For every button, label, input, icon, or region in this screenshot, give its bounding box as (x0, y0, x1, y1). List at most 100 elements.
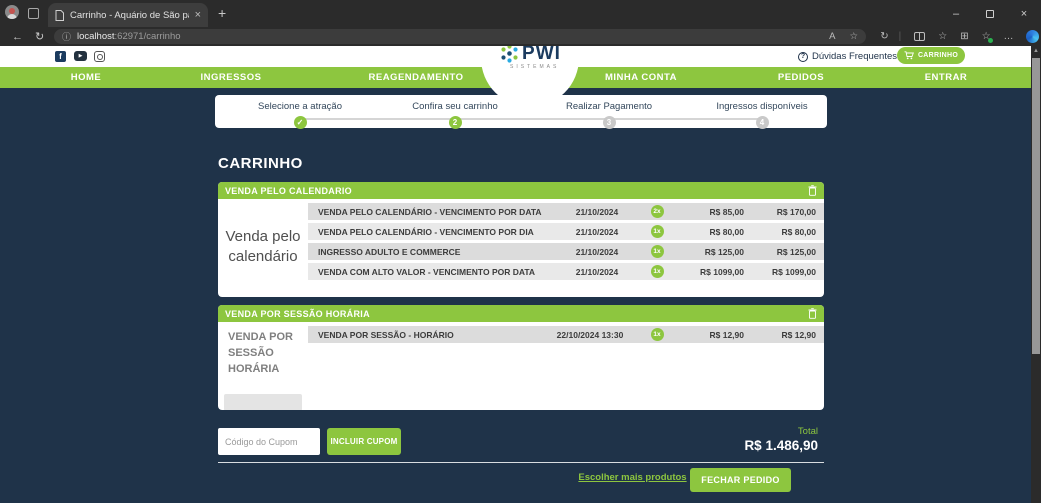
cart-button[interactable]: CARRINHO (897, 47, 965, 64)
copilot-icon[interactable] (1025, 30, 1039, 43)
step-label: Ingressos disponíveis (716, 101, 808, 112)
step-label: Confira seu carrinho (412, 101, 498, 112)
section-title: VENDA PELO CALENDARIO (225, 185, 352, 196)
item-unit-price: R$ 80,00 (709, 226, 745, 237)
section-title: VENDA POR SESSÃO HORÁRIA (225, 308, 370, 319)
qty-badge: 1x (650, 265, 664, 278)
cart-row: VENDA PELO CALENDÁRIO - VENCIMENTO POR D… (308, 203, 824, 220)
url-path: :62971/carrinho (114, 31, 181, 42)
item-date: 21/10/2024 (575, 226, 619, 237)
cart-row: VENDA POR SESSÃO - HORÁRIO 22/10/2024 13… (308, 326, 824, 343)
workspaces-icon[interactable] (28, 8, 39, 19)
step-confira-carrinho: Confira seu carrinho 2 (385, 95, 525, 129)
new-tab-button[interactable]: + (218, 5, 227, 21)
item-unit-price: R$ 85,00 (709, 206, 745, 217)
choose-more-products-link[interactable]: Escolher mais produtos (578, 472, 687, 483)
tab-close-icon[interactable]: × (194, 8, 201, 21)
coupon-input[interactable] (218, 428, 320, 455)
item-name: VENDA COM ALTO VALOR - VENCIMENTO POR DA… (318, 266, 536, 277)
browser-tab[interactable]: Carrinho - Aquário de São paulo × (48, 3, 208, 27)
facebook-icon[interactable]: f (55, 51, 66, 62)
refresh-icon[interactable]: ↻ (35, 31, 45, 43)
scroll-up-icon[interactable]: ▲ (1033, 48, 1039, 54)
item-total-price: R$ 12,90 (781, 329, 817, 340)
step-selecione-atracao: Selecione a atração ✓ (230, 95, 370, 129)
pwi-dots-icon (501, 44, 518, 63)
item-total-price: R$ 170,00 (776, 206, 816, 217)
logo-subtitle: SISTEMAS (510, 64, 560, 70)
nav-item-ingressos[interactable]: INGRESSOS (200, 72, 262, 83)
qty-badge: 1x (650, 225, 664, 238)
step-number: 4 (755, 116, 769, 129)
url-host: localhost (77, 31, 115, 42)
nav-item-minha-conta[interactable]: MINHA CONTA (605, 72, 677, 83)
cart-row: VENDA PELO CALENDÁRIO - VENCIMENTO POR D… (308, 223, 824, 240)
minimize-button[interactable]: – (952, 7, 960, 20)
step-number: 3 (602, 116, 616, 129)
step-ingressos-disponiveis: Ingressos disponíveis 4 (692, 95, 832, 129)
nav-item-entrar[interactable]: ENTRAR (924, 72, 968, 83)
cart-section-calendario: VENDA PELO CALENDARIO Venda pelo calendá… (218, 182, 824, 297)
browser-essentials-icon[interactable]: ☆ (981, 31, 993, 43)
profile-avatar-icon[interactable] (5, 5, 19, 19)
page-favicon-icon (55, 9, 64, 21)
faq-link[interactable]: ? Dúvidas Frequentes (798, 51, 897, 62)
step-realizar-pagamento: Realizar Pagamento 3 (539, 95, 679, 129)
split-screen-icon[interactable] (914, 32, 926, 41)
nav-item-home[interactable]: HOME (70, 72, 102, 83)
instagram-icon[interactable] (94, 51, 105, 62)
item-name: INGRESSO ADULTO E COMMERCE (318, 246, 461, 257)
trash-icon[interactable] (808, 185, 817, 196)
item-unit-price: R$ 125,00 (704, 246, 744, 257)
scrollbar-thumb[interactable] (1032, 58, 1040, 354)
nav-item-pedidos[interactable]: PEDIDOS (777, 72, 825, 83)
total-label: Total (797, 426, 818, 437)
step-check-icon: ✓ (293, 116, 307, 129)
restore-button[interactable] (973, 0, 1007, 27)
favorites-bar-icon[interactable]: ☆ (938, 31, 948, 42)
attraction-label: VENDA POR SESSÃO HORÁRIA (228, 331, 293, 375)
item-total-price: R$ 125,00 (776, 246, 816, 257)
close-order-button[interactable]: FECHAR PEDIDO (690, 468, 791, 492)
item-date: 21/10/2024 (575, 246, 619, 257)
item-name: VENDA PELO CALENDÁRIO - VENCIMENTO POR D… (318, 206, 542, 217)
faq-label: Dúvidas Frequentes (812, 51, 898, 62)
collections-icon[interactable]: ⊞ (960, 31, 969, 42)
cart-row: INGRESSO ADULTO E COMMERCE 21/10/2024 1x… (308, 243, 824, 260)
tab-strip: Carrinho - Aquário de São paulo × + – × (0, 0, 1041, 27)
item-date: 22/10/2024 13:30 (556, 329, 624, 340)
item-name: VENDA PELO CALENDÁRIO - VENCIMENTO POR D… (318, 226, 534, 237)
close-button[interactable]: × (1020, 7, 1028, 20)
page-title: CARRINHO (218, 155, 303, 172)
cart-section-sessao: VENDA POR SESSÃO HORÁRIA VENDA POR SESSÃ… (218, 305, 824, 410)
sync-icon[interactable]: ↻ (880, 31, 889, 42)
step-number: 2 (448, 116, 462, 129)
nav-item-reagendamento[interactable]: REAGENDAMENTO (368, 72, 464, 83)
url-field[interactable]: ⓘ localhost :62971/carrinho A ☆ (54, 29, 866, 44)
item-name: VENDA POR SESSÃO - HORÁRIO (318, 329, 454, 340)
trash-icon[interactable] (808, 308, 817, 319)
youtube-icon[interactable]: ▶ (74, 51, 87, 61)
qty-badge: 2x (650, 205, 664, 218)
qty-badge: 1x (650, 328, 664, 341)
include-coupon-button[interactable]: INCLUIR CUPOM (327, 428, 401, 455)
checkout-stepper: Selecione a atração ✓ Confira seu carrin… (215, 95, 827, 129)
cart-icon (904, 51, 914, 60)
item-unit-price: R$ 1099,00 (700, 266, 744, 277)
tab-title: Carrinho - Aquário de São paulo (70, 9, 189, 21)
item-total-price: R$ 1099,00 (772, 266, 816, 277)
address-bar: ← ↻ ⓘ localhost :62971/carrinho A ☆ ↻ | … (0, 27, 1041, 46)
cart-row: VENDA COM ALTO VALOR - VENCIMENTO POR DA… (308, 263, 824, 280)
question-icon: ? (798, 51, 808, 62)
back-icon[interactable]: ← (12, 30, 23, 43)
more-menu-icon[interactable]: … (1003, 31, 1014, 42)
site-info-icon[interactable]: ⓘ (62, 32, 72, 42)
attraction-label: Venda pelo calendário (225, 227, 301, 265)
pwi-logo[interactable]: PWI SISTEMAS (488, 44, 573, 70)
stepper-line (300, 118, 762, 120)
logo-wordmark: PWI (522, 43, 561, 64)
favorite-star-icon[interactable]: ☆ (849, 31, 858, 42)
read-aloud-icon[interactable]: A (829, 31, 836, 42)
vertical-scrollbar[interactable]: ▲ (1031, 46, 1041, 503)
